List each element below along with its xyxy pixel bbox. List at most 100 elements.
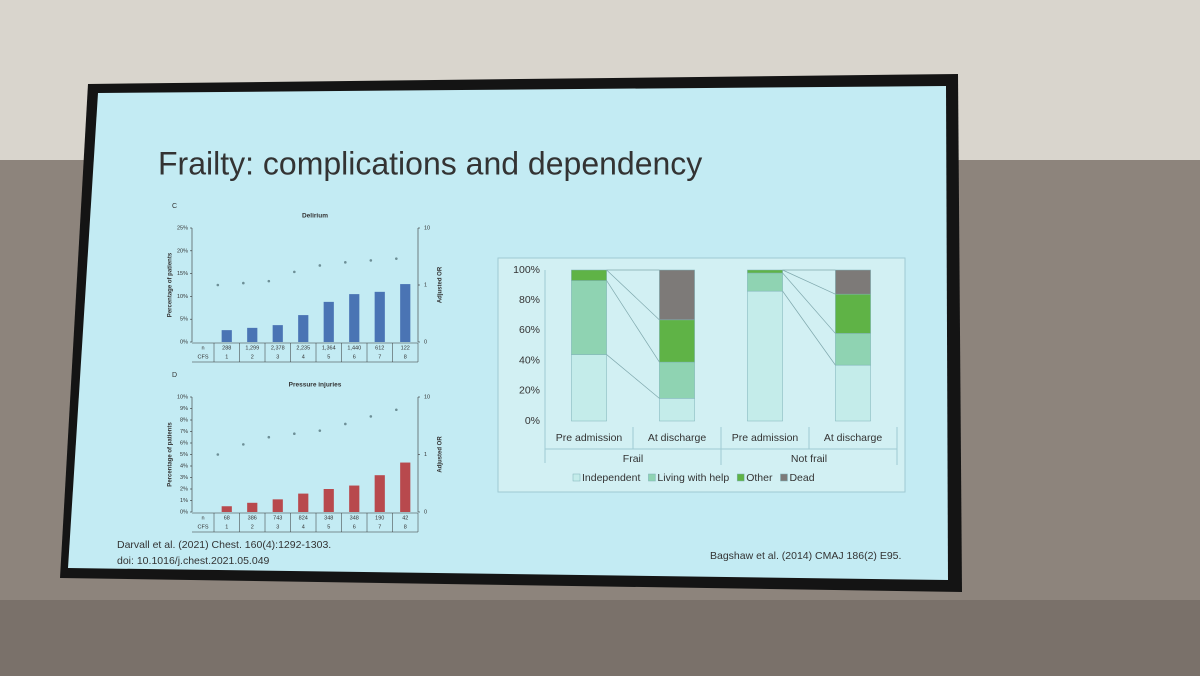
y-tick-label: 80%: [519, 294, 540, 306]
bar: [323, 301, 334, 342]
y-tick-label: 40%: [519, 354, 540, 366]
legend-swatch: [572, 473, 581, 482]
n-label: 190: [375, 515, 384, 521]
y-tick-label: 0%: [525, 415, 540, 427]
bar: [374, 475, 385, 512]
bar-segment: [747, 269, 783, 274]
x-tick-label: 6: [353, 354, 356, 360]
legend-label: Living with help: [657, 472, 729, 484]
y-tick-label: 1%: [180, 498, 188, 504]
citation: Darvall et al. (2021) Chest. 160(4):1292…: [117, 539, 331, 551]
legend-label: Dead: [789, 472, 814, 484]
row-label: n: [201, 345, 204, 351]
y-tick-label: 20%: [177, 248, 188, 254]
or-point: [395, 257, 398, 260]
y2-tick-label: 1: [424, 452, 427, 458]
x-tick-label: 3: [276, 524, 279, 530]
x-tick-label: Pre admission: [556, 432, 623, 444]
y2-tick-label: 0: [424, 339, 427, 345]
x-tick-label: 5: [327, 354, 330, 360]
y-tick-label: 20%: [519, 385, 540, 397]
bar: [298, 493, 309, 512]
y-tick-label: 15%: [177, 271, 188, 277]
y-tick-label: 2%: [180, 486, 188, 492]
n-label: 1,440: [347, 345, 361, 351]
y2-tick-label: 0: [424, 509, 427, 515]
bar: [272, 499, 283, 512]
connector: [782, 290, 836, 366]
bar: [221, 330, 232, 342]
x-tick-label: At discharge: [648, 432, 707, 444]
x-tick-label: Pre admission: [732, 432, 799, 444]
y2-axis-label: Adjusted OR: [438, 266, 444, 303]
connector: [606, 269, 660, 321]
or-point: [293, 432, 296, 436]
y-axis-label: Percentage of patients: [168, 422, 174, 487]
x-tick-label: 6: [353, 524, 356, 530]
x-tick-label: 8: [404, 524, 407, 530]
citation: Bagshaw et al. (2014) CMAJ 186(2) E95.: [710, 550, 901, 562]
or-point: [395, 408, 398, 412]
or-point: [318, 429, 322, 432]
bar-segment: [571, 269, 607, 281]
x-tick-label: 7: [378, 354, 381, 360]
x-tick-label: 3: [276, 354, 279, 360]
or-point: [369, 259, 373, 262]
n-label: 824: [299, 515, 308, 521]
bar-segment: [835, 269, 871, 295]
x-tick-label: 2: [251, 354, 254, 360]
bar: [247, 502, 258, 512]
n-label: 348: [324, 515, 333, 521]
citation: doi: 10.1016/j.chest.2021.05.049: [117, 555, 270, 567]
n-label: 288: [222, 345, 231, 351]
bar-segment: [659, 319, 695, 363]
y2-tick-label: 10: [424, 225, 430, 231]
connector: [782, 272, 836, 334]
x-tick-label: 4: [302, 524, 305, 530]
connector: [606, 354, 660, 399]
bar-segment: [747, 290, 783, 422]
bar-segment: [659, 398, 695, 422]
y-tick-label: 5%: [180, 317, 188, 323]
y-tick-label: 25%: [177, 225, 188, 231]
or-point: [318, 264, 322, 267]
or-point: [293, 270, 296, 274]
n-label: 1,299: [245, 345, 259, 351]
y-tick-label: 10%: [177, 294, 188, 300]
y-tick-label: 4%: [180, 463, 188, 469]
row-label: CFS: [198, 524, 209, 530]
n-label: 743: [273, 515, 282, 521]
bar: [349, 485, 360, 512]
n-label: 68: [224, 515, 230, 521]
chart-title: Pressure injuries: [289, 382, 342, 389]
n-label: 348: [350, 515, 359, 521]
bar-segment: [835, 293, 871, 334]
y-tick-label: 0%: [180, 339, 188, 345]
y-tick-label: 10%: [177, 394, 188, 400]
y-tick-label: 60%: [519, 324, 540, 336]
n-label: 122: [401, 345, 410, 351]
x-tick-label: 7: [378, 524, 381, 530]
slide-title: Frailty: complications and dependency: [158, 145, 702, 181]
y-tick-label: 8%: [180, 417, 188, 423]
y-tick-label: 0%: [180, 509, 188, 515]
or-point: [242, 443, 245, 446]
y2-axis-label: Adjusted OR: [438, 436, 444, 473]
chart-title: Delirium: [302, 213, 328, 220]
n-label: 1,364: [322, 345, 336, 351]
x-tick-label: 4: [302, 354, 305, 360]
y-axis-label: Percentage of patients: [168, 252, 174, 317]
legend-swatch: [736, 473, 745, 482]
bar-segment: [835, 333, 871, 366]
y2-tick-label: 1: [424, 282, 427, 288]
bar-segment: [659, 361, 695, 399]
group-label: Not frail: [791, 453, 827, 465]
or-point: [242, 281, 245, 285]
connector: [606, 280, 660, 363]
x-tick-label: 1: [225, 524, 228, 530]
panel-label: D: [172, 372, 177, 379]
panel-label: C: [172, 203, 177, 210]
bar-segment: [747, 272, 783, 292]
n-label: 2,235: [296, 345, 310, 351]
